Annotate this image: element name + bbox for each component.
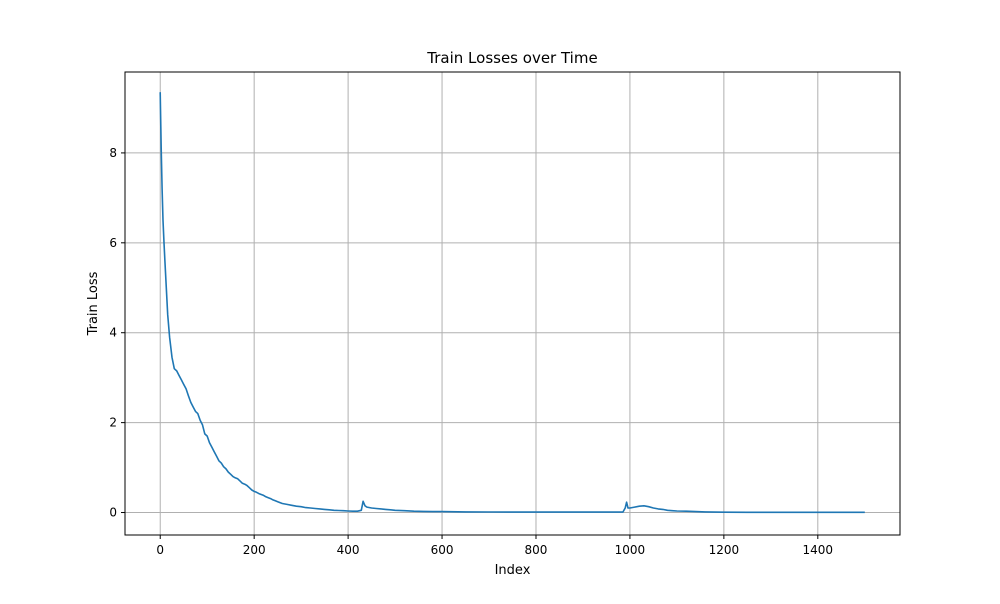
y-tick-label: 4 <box>109 326 117 340</box>
y-tick-label: 0 <box>109 506 117 520</box>
y-tick-label: 8 <box>109 146 117 160</box>
plot-area-frame <box>124 71 901 536</box>
series-layer <box>159 92 865 514</box>
x-tick-label: 1200 <box>709 543 740 557</box>
x-tick-label: 200 <box>243 543 266 557</box>
y-axis-label: Train Loss <box>86 271 101 336</box>
x-tick-label: 1000 <box>615 543 646 557</box>
x-tick-label: 1400 <box>803 543 834 557</box>
x-tick-label: 400 <box>337 543 360 557</box>
x-tick-label: 600 <box>431 543 454 557</box>
tick-layer: 0 200 400 600 800 1000 1200 1400 0 2 4 6 8 <box>109 146 833 557</box>
x-tick-label: 0 <box>156 543 164 557</box>
chart-title: Train Losses over Time <box>426 49 597 67</box>
y-tick-label: 6 <box>109 236 117 250</box>
y-tick-label: 2 <box>109 416 117 430</box>
train-loss-line <box>159 92 865 514</box>
x-tick-label: 800 <box>525 543 548 557</box>
x-axis-label: Index <box>495 563 531 578</box>
